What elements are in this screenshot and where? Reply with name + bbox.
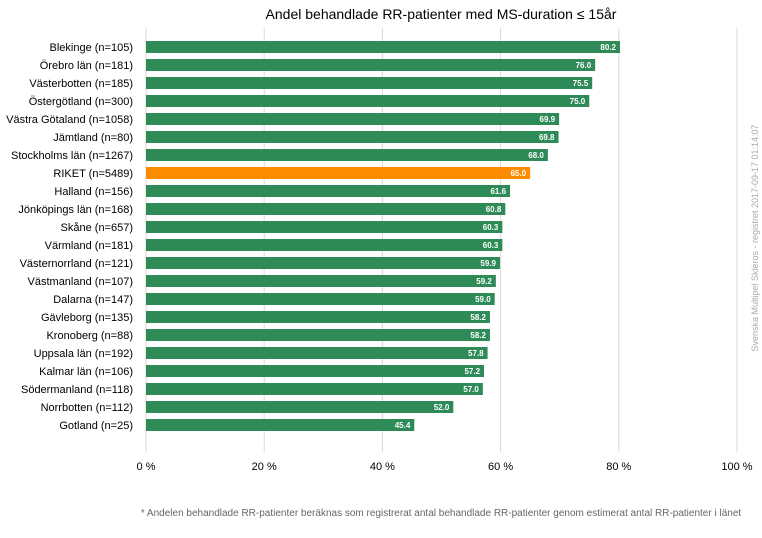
bar xyxy=(146,221,503,233)
bar xyxy=(146,365,485,377)
bar-value-label: 52.0 xyxy=(434,403,450,412)
category-label: Örebro län (n=181) xyxy=(40,60,133,72)
bar xyxy=(146,257,501,269)
bar-value-label: 61.6 xyxy=(490,187,506,196)
bar-value-label: 59.2 xyxy=(476,277,492,286)
x-tick-label: 100 % xyxy=(721,461,752,473)
bar xyxy=(146,131,559,143)
bar-value-label: 75.5 xyxy=(573,79,589,88)
bar xyxy=(146,311,490,323)
category-label: Södermanland (n=118) xyxy=(21,384,133,396)
category-label: Jämtland (n=80) xyxy=(53,132,133,144)
bar-value-label: 65.0 xyxy=(511,169,527,178)
category-label: Blekinge (n=105) xyxy=(50,42,133,54)
category-label: Västernorrland (n=121) xyxy=(20,258,133,270)
bar xyxy=(146,95,590,107)
bar-value-label: 69.9 xyxy=(540,115,556,124)
x-tick-label: 40 % xyxy=(370,461,395,473)
bar xyxy=(146,185,511,197)
category-label: Uppsala län (n=192) xyxy=(34,348,133,360)
category-labels: Blekinge (n=105) Örebro län (n=181) Väster… xyxy=(6,42,133,432)
x-tick-label: 20 % xyxy=(252,461,277,473)
category-label: Halland (n=156) xyxy=(54,186,133,198)
bar-value-label: 59.0 xyxy=(475,295,491,304)
bar-value-label: 58.2 xyxy=(470,331,486,340)
category-label: Västra Götaland (n=1058) xyxy=(6,114,133,126)
bar xyxy=(146,41,620,53)
bar xyxy=(146,347,488,359)
bar-value-label: 45.4 xyxy=(395,421,411,430)
x-tick-label: 0 % xyxy=(137,461,156,473)
footnote: * Andelen behandlade RR-patienter beräkn… xyxy=(141,508,742,519)
bar-value-label: 76.0 xyxy=(576,61,592,70)
x-tick-label: 60 % xyxy=(488,461,513,473)
bar xyxy=(146,113,560,125)
x-axis-ticks: 0 % 20 % 40 % 60 % 80 % 100 % xyxy=(137,461,753,473)
bar xyxy=(146,383,483,395)
bar-value-label: 68.0 xyxy=(528,151,544,160)
bar-value-label: 60.3 xyxy=(483,241,499,250)
bar xyxy=(146,239,503,251)
bar-value-label: 60.8 xyxy=(486,205,502,214)
category-label: Norrbotten (n=112) xyxy=(41,402,133,414)
bar-value-label: 75.0 xyxy=(570,97,586,106)
x-tick-label: 80 % xyxy=(606,461,631,473)
bar xyxy=(146,329,490,341)
chart-title: Andel behandlade RR-patienter med MS-dur… xyxy=(266,6,617,22)
category-label: Dalarna (n=147) xyxy=(53,294,133,306)
bar xyxy=(146,203,506,215)
category-label: Värmland (n=181) xyxy=(45,240,133,252)
category-label: Västmanland (n=107) xyxy=(28,276,133,288)
bar xyxy=(146,59,596,71)
category-label: Gotland (n=25) xyxy=(59,420,133,432)
bar-value-label: 69.8 xyxy=(539,133,555,142)
category-label: Kronoberg (n=88) xyxy=(46,330,133,342)
bar-value-label: 57.8 xyxy=(468,349,484,358)
category-label: Östergötland (n=300) xyxy=(29,96,133,108)
category-label: Västerbotten (n=185) xyxy=(29,78,133,90)
category-label: RIKET (n=5489) xyxy=(53,168,133,180)
bar-value-label: 57.0 xyxy=(463,385,479,394)
bar xyxy=(146,77,593,89)
bar xyxy=(146,401,454,413)
bar-value-label: 59.9 xyxy=(480,259,496,268)
bars: 80.2 76.0 75.5 75.0 69.9 69.8 68.065.0 61.6 60.8… xyxy=(146,41,620,431)
bar xyxy=(146,293,495,305)
category-label: Stockholms län (n=1267) xyxy=(11,150,133,162)
bar-value-label: 57.2 xyxy=(464,367,480,376)
bar xyxy=(146,419,415,431)
category-label: Skåne (n=657) xyxy=(61,222,133,234)
bar-value-label: 60.3 xyxy=(483,223,499,232)
category-label: Jönköpings län (n=168) xyxy=(18,204,133,216)
category-label: Kalmar län (n=106) xyxy=(39,366,133,378)
bar xyxy=(146,275,496,287)
bar-riket xyxy=(146,167,531,179)
registry-timestamp: Svenska Multipel Skleros - registret 201… xyxy=(750,124,760,351)
bar-value-label: 58.2 xyxy=(470,313,486,322)
category-label: Gävleborg (n=135) xyxy=(41,312,133,324)
bar-value-label: 80.2 xyxy=(600,43,616,52)
bar xyxy=(146,149,548,161)
